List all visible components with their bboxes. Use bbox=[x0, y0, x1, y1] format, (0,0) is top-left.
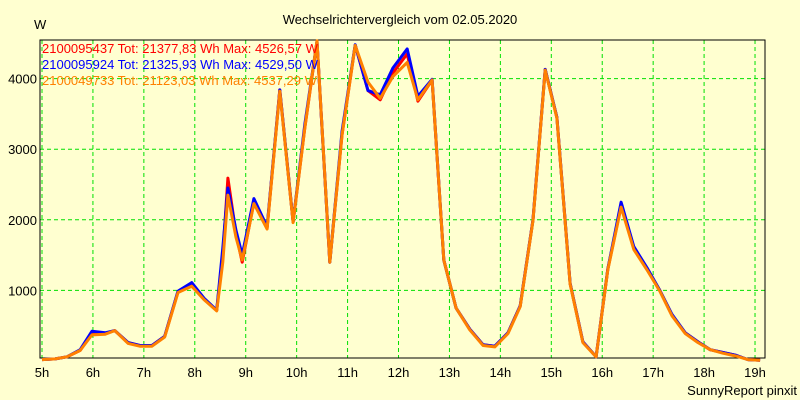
series-lines bbox=[41, 39, 761, 362]
series-line-2100095924 bbox=[41, 39, 761, 362]
x-tick-label: 8h bbox=[188, 365, 202, 380]
x-tick-label: 7h bbox=[137, 365, 151, 380]
legend-entry: 2100095924 Tot: 21325,93 Wh Max: 4529,50… bbox=[42, 57, 319, 72]
y-tick-label: 2000 bbox=[8, 213, 37, 228]
x-tick-label: 10h bbox=[286, 365, 308, 380]
series-line-2100049733 bbox=[41, 39, 761, 362]
x-tick-labels: 5h 6h 7h 8h 9h 10h 11h 12h 13h 14h 15h 16h 17h 18h 19h bbox=[35, 365, 766, 380]
x-tick-label: 14h bbox=[490, 365, 512, 380]
chart-title: Wechselrichtervergleich vom 02.05.2020 bbox=[283, 12, 518, 27]
x-tick-label: 11h bbox=[337, 365, 358, 380]
x-tick-label: 6h bbox=[86, 365, 100, 380]
x-tick-label: 18h bbox=[693, 365, 715, 380]
x-tick-label: 15h bbox=[540, 365, 562, 380]
y-axis-label: W bbox=[34, 17, 47, 32]
x-tick-label: 16h bbox=[591, 365, 613, 380]
footer-credit: SunnyReport pinxit bbox=[687, 383, 797, 398]
x-tick-label: 13h bbox=[439, 365, 461, 380]
x-tick-label: 19h bbox=[744, 365, 766, 380]
y-tick-label: 3000 bbox=[8, 142, 37, 157]
x-tick-label: 9h bbox=[238, 365, 252, 380]
x-tick-label: 12h bbox=[388, 365, 410, 380]
x-tick-label: 5h bbox=[35, 365, 49, 380]
legend-entry: 2100049733 Tot: 21123,03 Wh Max: 4537,29… bbox=[42, 73, 318, 88]
series-line-2100095437 bbox=[41, 40, 761, 362]
y-tick-label: 4000 bbox=[8, 72, 37, 87]
legend: 2100095437 Tot: 21377,83 Wh Max: 4526,57… bbox=[42, 41, 319, 88]
x-tick-label: 17h bbox=[642, 365, 664, 380]
y-tick-label: 1000 bbox=[8, 283, 37, 298]
y-tick-labels: 1000 2000 3000 4000 bbox=[8, 72, 37, 299]
legend-entry: 2100095437 Tot: 21377,83 Wh Max: 4526,57… bbox=[42, 41, 319, 56]
plot-border bbox=[39, 39, 766, 359]
